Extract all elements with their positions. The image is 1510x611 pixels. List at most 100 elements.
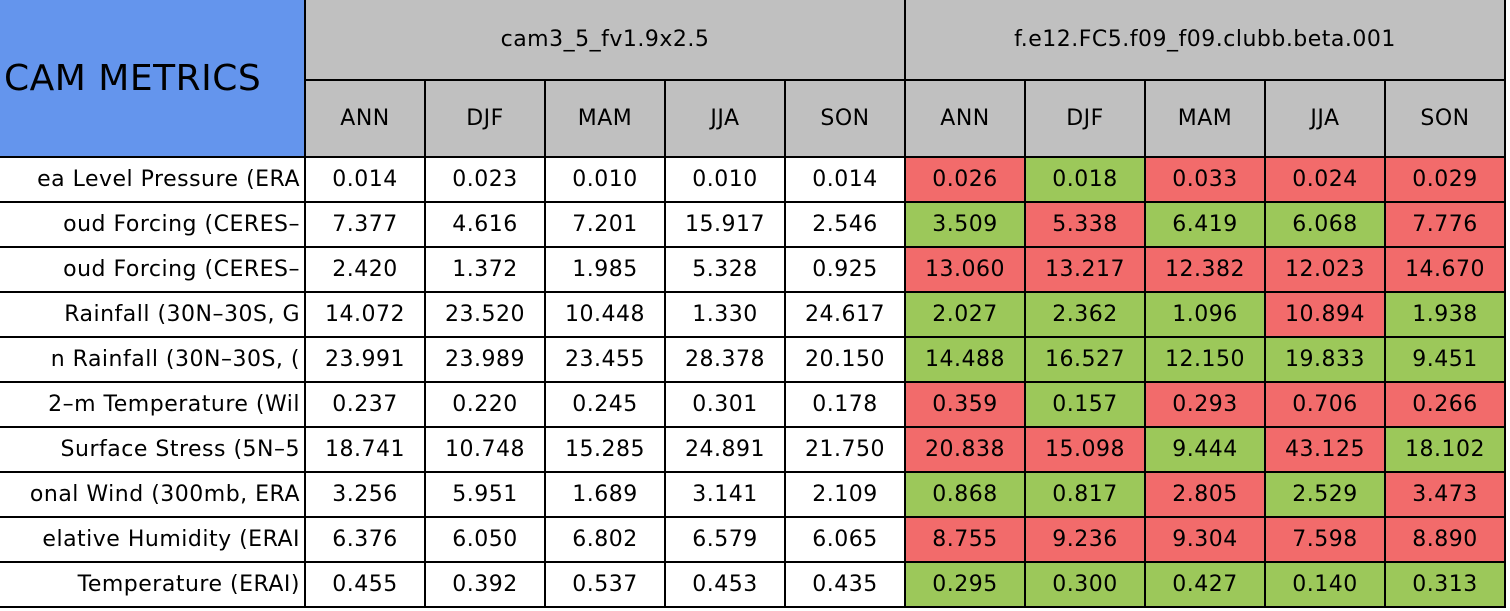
value-cell: 12.023 bbox=[1266, 248, 1386, 293]
value-cell: 0.157 bbox=[1026, 383, 1146, 428]
value-cell: 8.755 bbox=[906, 518, 1026, 563]
value-cell: 15.917 bbox=[666, 203, 786, 248]
value-cell: 5.328 bbox=[666, 248, 786, 293]
value-cell: 0.868 bbox=[906, 473, 1026, 518]
value-cell: 2.109 bbox=[786, 473, 906, 518]
value-cell: 20.838 bbox=[906, 428, 1026, 473]
value-cell: 23.991 bbox=[306, 338, 426, 383]
row-label: elative Humidity (ERAI bbox=[0, 518, 306, 563]
value-cell: 0.435 bbox=[786, 563, 906, 608]
value-cell: 0.817 bbox=[1026, 473, 1146, 518]
value-cell: 0.706 bbox=[1266, 383, 1386, 428]
value-cell: 2.362 bbox=[1026, 293, 1146, 338]
season-header: ANN bbox=[306, 81, 426, 158]
value-cell: 0.295 bbox=[906, 563, 1026, 608]
value-cell: 43.125 bbox=[1266, 428, 1386, 473]
value-cell: 7.377 bbox=[306, 203, 426, 248]
value-cell: 0.237 bbox=[306, 383, 426, 428]
value-cell: 9.451 bbox=[1386, 338, 1506, 383]
value-cell: 6.068 bbox=[1266, 203, 1386, 248]
value-cell: 3.141 bbox=[666, 473, 786, 518]
season-header: SON bbox=[786, 81, 906, 158]
value-cell: 1.372 bbox=[426, 248, 546, 293]
value-cell: 24.891 bbox=[666, 428, 786, 473]
value-cell: 0.359 bbox=[906, 383, 1026, 428]
value-cell: 0.220 bbox=[426, 383, 546, 428]
value-cell: 2.546 bbox=[786, 203, 906, 248]
value-cell: 0.029 bbox=[1386, 158, 1506, 203]
value-cell: 0.392 bbox=[426, 563, 546, 608]
value-cell: 15.098 bbox=[1026, 428, 1146, 473]
value-cell: 6.376 bbox=[306, 518, 426, 563]
value-cell: 23.455 bbox=[546, 338, 666, 383]
value-cell: 23.520 bbox=[426, 293, 546, 338]
value-cell: 0.266 bbox=[1386, 383, 1506, 428]
group-header: f.e12.FC5.f09_f09.clubb.beta.001 bbox=[906, 0, 1506, 81]
row-label: n Rainfall (30N–30S, ( bbox=[0, 338, 306, 383]
value-cell: 1.689 bbox=[546, 473, 666, 518]
value-cell: 3.509 bbox=[906, 203, 1026, 248]
row-label: oud Forcing (CERES– bbox=[0, 248, 306, 293]
value-cell: 0.014 bbox=[786, 158, 906, 203]
value-cell: 20.150 bbox=[786, 338, 906, 383]
value-cell: 0.023 bbox=[426, 158, 546, 203]
value-cell: 0.010 bbox=[666, 158, 786, 203]
value-cell: 5.338 bbox=[1026, 203, 1146, 248]
value-cell: 1.985 bbox=[546, 248, 666, 293]
value-cell: 7.776 bbox=[1386, 203, 1506, 248]
value-cell: 6.419 bbox=[1146, 203, 1266, 248]
value-cell: 19.833 bbox=[1266, 338, 1386, 383]
value-cell: 0.427 bbox=[1146, 563, 1266, 608]
value-cell: 6.579 bbox=[666, 518, 786, 563]
season-header: MAM bbox=[546, 81, 666, 158]
value-cell: 6.050 bbox=[426, 518, 546, 563]
row-label: onal Wind (300mb, ERA bbox=[0, 473, 306, 518]
row-label: 2–m Temperature (Wil bbox=[0, 383, 306, 428]
value-cell: 16.527 bbox=[1026, 338, 1146, 383]
value-cell: 0.178 bbox=[786, 383, 906, 428]
season-header: JJA bbox=[1266, 81, 1386, 158]
value-cell: 13.060 bbox=[906, 248, 1026, 293]
value-cell: 2.027 bbox=[906, 293, 1026, 338]
value-cell: 0.537 bbox=[546, 563, 666, 608]
row-label: Temperature (ERAI) bbox=[0, 563, 306, 608]
season-header: DJF bbox=[426, 81, 546, 158]
value-cell: 0.026 bbox=[906, 158, 1026, 203]
season-header: MAM bbox=[1146, 81, 1266, 158]
value-cell: 0.300 bbox=[1026, 563, 1146, 608]
season-header: JJA bbox=[666, 81, 786, 158]
value-cell: 6.802 bbox=[546, 518, 666, 563]
value-cell: 0.033 bbox=[1146, 158, 1266, 203]
value-cell: 14.072 bbox=[306, 293, 426, 338]
value-cell: 7.201 bbox=[546, 203, 666, 248]
value-cell: 10.448 bbox=[546, 293, 666, 338]
value-cell: 14.670 bbox=[1386, 248, 1506, 293]
value-cell: 4.616 bbox=[426, 203, 546, 248]
value-cell: 0.014 bbox=[306, 158, 426, 203]
value-cell: 18.741 bbox=[306, 428, 426, 473]
value-cell: 9.444 bbox=[1146, 428, 1266, 473]
value-cell: 24.617 bbox=[786, 293, 906, 338]
value-cell: 0.925 bbox=[786, 248, 906, 293]
value-cell: 1.096 bbox=[1146, 293, 1266, 338]
value-cell: 28.378 bbox=[666, 338, 786, 383]
value-cell: 0.453 bbox=[666, 563, 786, 608]
value-cell: 15.285 bbox=[546, 428, 666, 473]
value-cell: 2.805 bbox=[1146, 473, 1266, 518]
value-cell: 0.455 bbox=[306, 563, 426, 608]
value-cell: 10.894 bbox=[1266, 293, 1386, 338]
value-cell: 3.256 bbox=[306, 473, 426, 518]
row-label: Rainfall (30N–30S, G bbox=[0, 293, 306, 338]
value-cell: 2.420 bbox=[306, 248, 426, 293]
value-cell: 0.024 bbox=[1266, 158, 1386, 203]
value-cell: 0.293 bbox=[1146, 383, 1266, 428]
value-cell: 0.018 bbox=[1026, 158, 1146, 203]
value-cell: 23.989 bbox=[426, 338, 546, 383]
row-label: Surface Stress (5N–5 bbox=[0, 428, 306, 473]
value-cell: 0.301 bbox=[666, 383, 786, 428]
value-cell: 18.102 bbox=[1386, 428, 1506, 473]
value-cell: 0.245 bbox=[546, 383, 666, 428]
value-cell: 5.951 bbox=[426, 473, 546, 518]
value-cell: 8.890 bbox=[1386, 518, 1506, 563]
